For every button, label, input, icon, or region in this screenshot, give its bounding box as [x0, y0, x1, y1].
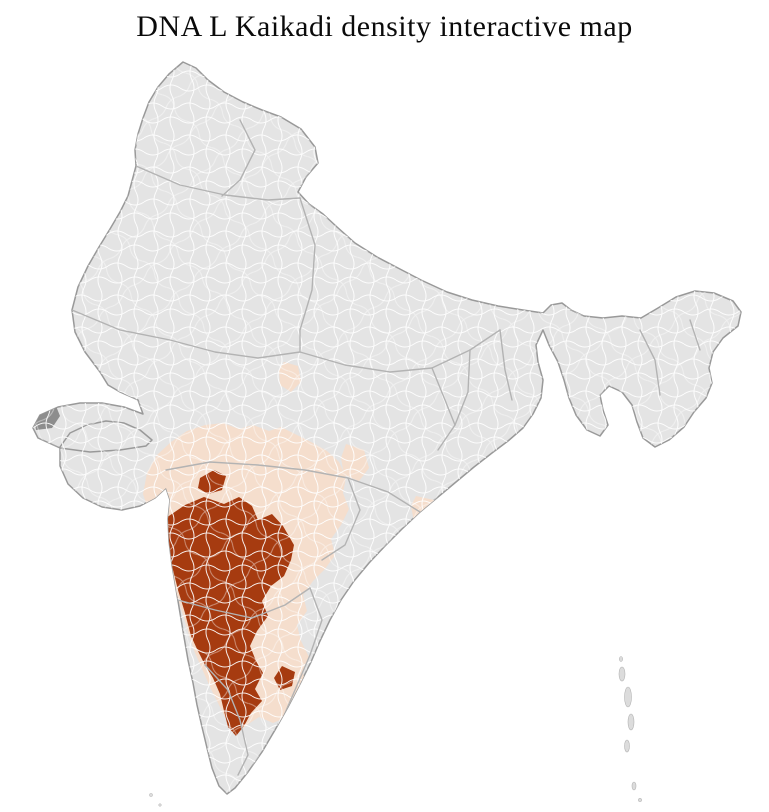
andaman-nicobar-islands[interactable]: [618, 656, 642, 802]
district-borders-overlay-diagonal: [33, 62, 741, 794]
state-borders: [71, 119, 701, 776]
page-title: DNA L Kaikadi density interactive map: [136, 10, 633, 43]
lakshadweep-islands[interactable]: [149, 793, 162, 807]
no-data-district-east[interactable]: [492, 450, 522, 474]
